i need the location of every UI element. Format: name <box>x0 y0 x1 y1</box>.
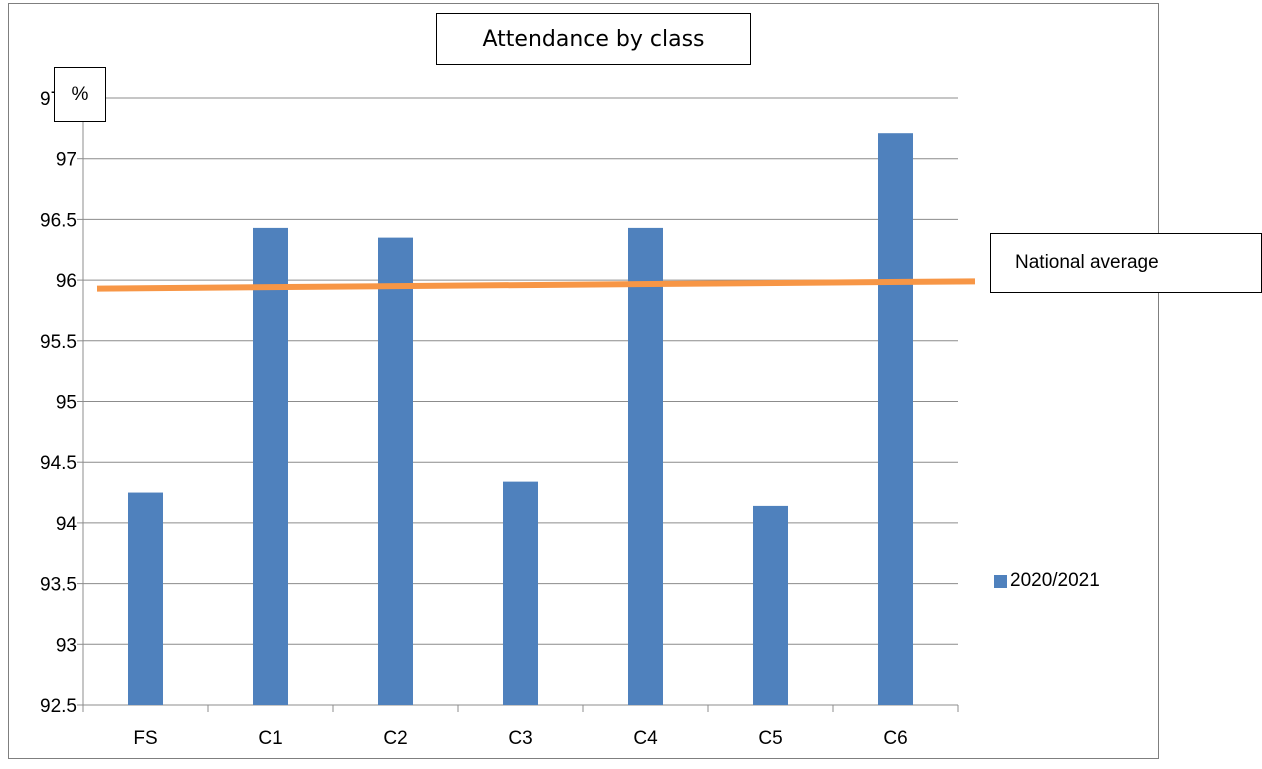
y-tick-label: 93.5 <box>40 575 77 596</box>
x-tick-label: C2 <box>383 728 407 749</box>
x-tick-label: C6 <box>883 728 907 749</box>
y-tick-label: 96 <box>56 271 77 292</box>
y-tick-label: 95.5 <box>40 332 77 353</box>
legend-label: 2020/2021 <box>1010 570 1100 591</box>
x-tick-label: C3 <box>508 728 532 749</box>
x-tick-label: C5 <box>758 728 782 749</box>
bar-c2 <box>378 237 413 706</box>
y-tick-label: 96.5 <box>40 210 77 231</box>
x-tick-label: C1 <box>258 728 282 749</box>
y-axis-label-text: % <box>71 83 89 105</box>
bar-c6 <box>878 133 913 705</box>
bar-c3 <box>503 481 538 705</box>
chart-title: Attendance by class <box>436 13 751 65</box>
y-tick-label: 93 <box>56 635 77 656</box>
y-axis-label: % <box>54 67 106 122</box>
bar-c5 <box>753 505 788 705</box>
bar-fs <box>128 492 163 705</box>
y-tick-label: 94 <box>56 514 78 535</box>
legend: 2020/2021 <box>994 570 1100 592</box>
bar-c4 <box>628 227 663 705</box>
x-tick-label: FS <box>133 728 157 749</box>
y-tick-label: 92.5 <box>40 696 77 717</box>
y-tick-label: 95 <box>56 393 77 414</box>
bar-c1 <box>253 227 288 705</box>
chart-frame <box>8 3 1159 759</box>
legend-swatch <box>994 574 1007 588</box>
national-average-label: National average <box>990 233 1262 293</box>
national-average-label-text: National average <box>1015 252 1159 273</box>
y-tick-label: 97 <box>56 150 77 171</box>
x-tick-label: C4 <box>633 728 658 749</box>
national-average-line <box>96 278 976 292</box>
chart-title-text: Attendance by class <box>482 26 705 52</box>
y-tick-label: 94.5 <box>40 453 77 474</box>
